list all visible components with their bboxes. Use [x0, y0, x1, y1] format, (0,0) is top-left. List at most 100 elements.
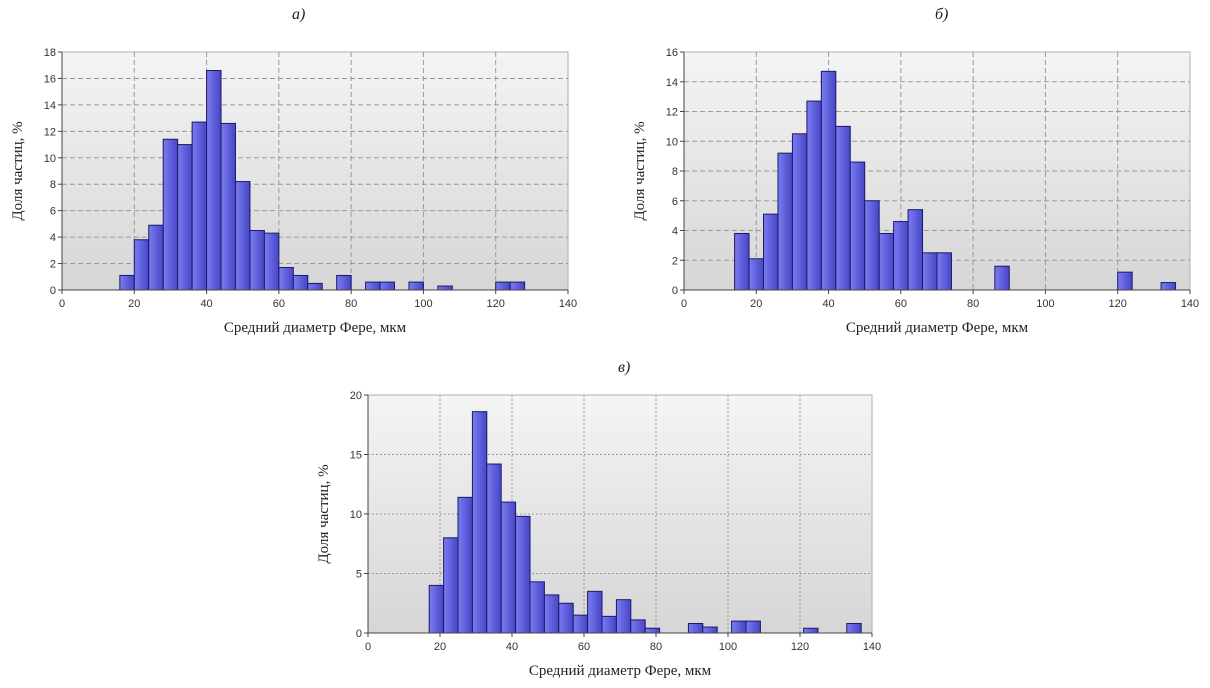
x-axis-title: Средний диаметр Фере, мкм: [224, 320, 407, 336]
histogram-bar: [428, 584, 445, 634]
y-axis-title: Доля частиц, %: [10, 121, 26, 220]
histogram-bar: [777, 152, 793, 291]
x-tick-label: 60: [578, 641, 590, 653]
histogram-bar: [177, 144, 193, 291]
histogram-bar: [206, 70, 222, 291]
histogram-bar: [249, 230, 265, 291]
x-tick-label: 0: [681, 298, 687, 310]
y-tick-label: 2: [672, 255, 678, 267]
panel-label-c: в): [618, 359, 631, 376]
histogram-b: 0 20 40 60 80 100 120 140 0 2 4 6 8 10 12 14 16 Средний д…: [632, 47, 1199, 336]
histogram-bar: [220, 122, 236, 291]
histogram-c: 0 20 40 60 80 100 120 140 0 5 10 15 20 Средний диамет…: [316, 390, 881, 679]
histogram-bar: [408, 281, 424, 291]
histogram-bar: [509, 281, 526, 291]
x-tick-label: 20: [434, 641, 446, 653]
histogram-bar: [731, 620, 747, 634]
x-tick-label: 100: [1036, 298, 1054, 310]
panel-label-a: а): [292, 6, 306, 23]
y-tick-label: 14: [666, 77, 678, 89]
histogram-bar: [543, 594, 560, 634]
x-tick-label: 140: [559, 298, 577, 310]
y-tick-label: 10: [350, 509, 362, 521]
histogram-bar: [495, 281, 511, 291]
y-tick-label: 12: [44, 126, 56, 138]
y-tick-label: 0: [50, 285, 56, 297]
histogram-bar: [922, 252, 938, 291]
histogram-bar: [191, 121, 208, 291]
histogram-bar: [162, 138, 179, 291]
x-tick-label: 100: [719, 641, 737, 653]
histogram-bar: [820, 70, 837, 291]
histogram-bar: [748, 258, 765, 291]
histogram-bar: [994, 265, 1010, 291]
y-tick-label: 18: [44, 47, 56, 59]
histogram-bar: [379, 281, 396, 291]
histogram-bar: [687, 622, 704, 634]
histogram-bar: [471, 411, 488, 634]
y-tick-label: 0: [356, 628, 362, 640]
histogram-bar: [702, 626, 718, 634]
x-tick-label: 140: [863, 641, 881, 653]
histogram-bar: [615, 599, 632, 634]
histogram-bar: [365, 281, 381, 291]
x-tick-label: 40: [822, 298, 834, 310]
histogram-bar: [907, 209, 924, 291]
histogram-bar: [443, 537, 459, 634]
histogram-bar: [601, 615, 617, 634]
x-tick-label: 80: [345, 298, 357, 310]
histogram-bar: [734, 232, 750, 291]
histogram-bar: [803, 627, 819, 634]
histogram-bar: [587, 590, 603, 634]
histogram-bar: [878, 232, 895, 291]
x-tick-label: 0: [59, 298, 65, 310]
x-tick-label: 20: [750, 298, 762, 310]
chart-panel-b: б) 0 20 40 60 80 100 120 140 0 2 4 6 8 10 12 14 16 Средни…: [620, 0, 1210, 345]
x-tick-label: 120: [791, 641, 809, 653]
histogram-bar: [849, 161, 866, 291]
histogram-bar: [806, 100, 822, 291]
x-tick-label: 100: [414, 298, 432, 310]
histogram-bar: [437, 285, 453, 291]
y-tick-label: 2: [50, 259, 56, 271]
x-tick-label: 140: [1181, 298, 1199, 310]
histogram-bar: [234, 181, 251, 291]
y-tick-label: 16: [666, 47, 678, 59]
y-tick-label: 20: [350, 390, 362, 402]
histogram-bar: [745, 620, 761, 634]
y-tick-label: 15: [350, 450, 362, 462]
histogram-a: 0 20 40 60 80 100 120 140 0 2 4 6 8 10 12 14 16 18 Средний…: [10, 47, 577, 336]
histogram-bar: [893, 221, 909, 291]
x-tick-label: 0: [365, 641, 371, 653]
histogram-bar: [336, 274, 352, 291]
histogram-bar: [292, 274, 309, 291]
y-tick-label: 10: [666, 136, 678, 148]
x-tick-label: 40: [200, 298, 212, 310]
histogram-bar: [644, 627, 661, 634]
x-tick-label: 20: [128, 298, 140, 310]
x-tick-label: 40: [506, 641, 518, 653]
y-tick-label: 4: [50, 232, 56, 244]
x-tick-label: 120: [1109, 298, 1127, 310]
y-axis-title: Доля частиц, %: [632, 121, 648, 220]
histogram-bar: [572, 614, 589, 634]
histogram-bar: [846, 622, 862, 634]
y-tick-label: 0: [672, 285, 678, 297]
y-axis-title: Доля частиц, %: [316, 464, 332, 563]
histogram-bar: [263, 232, 280, 291]
y-tick-label: 6: [50, 206, 56, 218]
histogram-bar: [763, 213, 779, 291]
y-tick-label: 4: [672, 226, 678, 238]
x-axis-title: Средний диаметр Фере, мкм: [846, 320, 1029, 336]
histogram-bar: [278, 267, 294, 291]
y-tick-label: 5: [356, 569, 362, 581]
x-tick-label: 80: [650, 641, 662, 653]
histogram-bar: [558, 602, 574, 634]
histogram-bar: [486, 463, 502, 634]
histogram-bar: [936, 252, 952, 291]
panel-label-b: б): [935, 6, 949, 23]
histogram-bar: [529, 581, 545, 634]
histogram-bar: [515, 515, 531, 634]
histogram-bar: [1117, 271, 1133, 291]
x-tick-label: 60: [895, 298, 907, 310]
